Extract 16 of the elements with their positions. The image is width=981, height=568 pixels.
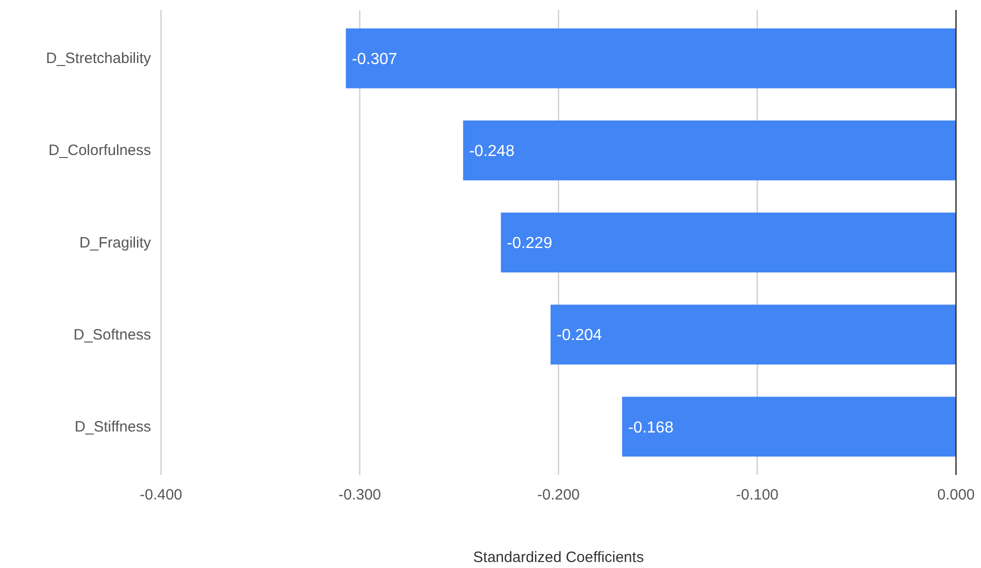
y-tick-label: D_Stiffness — [74, 418, 151, 436]
data-label: -0.204 — [556, 327, 602, 344]
data-label: -0.248 — [469, 143, 515, 160]
x-axis-title: Standardized Coefficients — [473, 549, 644, 566]
y-tick-label: D_Softness — [73, 326, 151, 344]
x-tick-label: 0.000 — [937, 486, 975, 504]
x-tick-label: -0.200 — [537, 486, 580, 504]
x-tick-label: -0.400 — [140, 486, 182, 504]
x-tick-label: -0.300 — [338, 486, 382, 504]
y-tick-label: D_Fragility — [79, 234, 152, 252]
data-label: -0.168 — [628, 419, 674, 436]
y-tick-label: D_Stretchability — [46, 50, 152, 68]
y-tick-label: D_Colorfulness — [48, 142, 151, 160]
x-tick-label: -0.100 — [736, 486, 779, 504]
data-label: -0.307 — [352, 50, 398, 68]
data-label: -0.229 — [506, 235, 552, 252]
